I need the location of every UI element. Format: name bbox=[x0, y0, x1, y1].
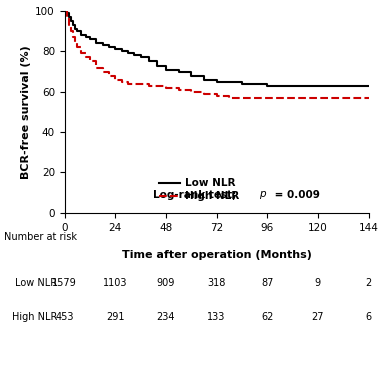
Text: 1103: 1103 bbox=[103, 277, 128, 288]
Text: High NLR: High NLR bbox=[12, 312, 57, 323]
Text: 62: 62 bbox=[261, 312, 274, 323]
Text: = 0.009: = 0.009 bbox=[271, 190, 320, 200]
Legend: Low NLR, High NLR: Low NLR, High NLR bbox=[155, 174, 244, 206]
Text: Low NLR: Low NLR bbox=[15, 277, 57, 288]
Text: 1579: 1579 bbox=[52, 277, 77, 288]
Text: 291: 291 bbox=[106, 312, 125, 323]
Text: $\it{p}$: $\it{p}$ bbox=[259, 189, 267, 201]
Text: Log-rank test;: Log-rank test; bbox=[153, 190, 240, 200]
Text: 453: 453 bbox=[55, 312, 74, 323]
Text: 133: 133 bbox=[207, 312, 226, 323]
Y-axis label: BCR-free survival (%): BCR-free survival (%) bbox=[21, 45, 31, 179]
Text: Number at risk: Number at risk bbox=[4, 232, 77, 242]
Text: 6: 6 bbox=[366, 312, 372, 323]
Text: 2: 2 bbox=[366, 277, 372, 288]
Text: Time after operation (Months): Time after operation (Months) bbox=[122, 250, 312, 260]
Text: 909: 909 bbox=[157, 277, 175, 288]
Text: 9: 9 bbox=[315, 277, 321, 288]
Text: 87: 87 bbox=[261, 277, 274, 288]
Text: 27: 27 bbox=[312, 312, 324, 323]
Text: 318: 318 bbox=[207, 277, 226, 288]
Text: 234: 234 bbox=[157, 312, 175, 323]
